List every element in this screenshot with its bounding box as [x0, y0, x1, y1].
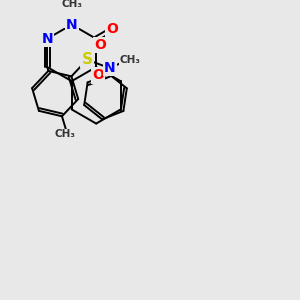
Text: N: N [66, 18, 77, 32]
Text: N: N [41, 32, 53, 46]
Text: O: O [94, 38, 106, 52]
Text: O: O [92, 68, 104, 83]
Text: O: O [106, 22, 119, 36]
Text: CH₃: CH₃ [119, 55, 140, 65]
Text: CH₃: CH₃ [61, 0, 82, 9]
Text: S: S [82, 52, 93, 67]
Text: N: N [104, 61, 116, 75]
Text: CH₃: CH₃ [54, 129, 75, 139]
